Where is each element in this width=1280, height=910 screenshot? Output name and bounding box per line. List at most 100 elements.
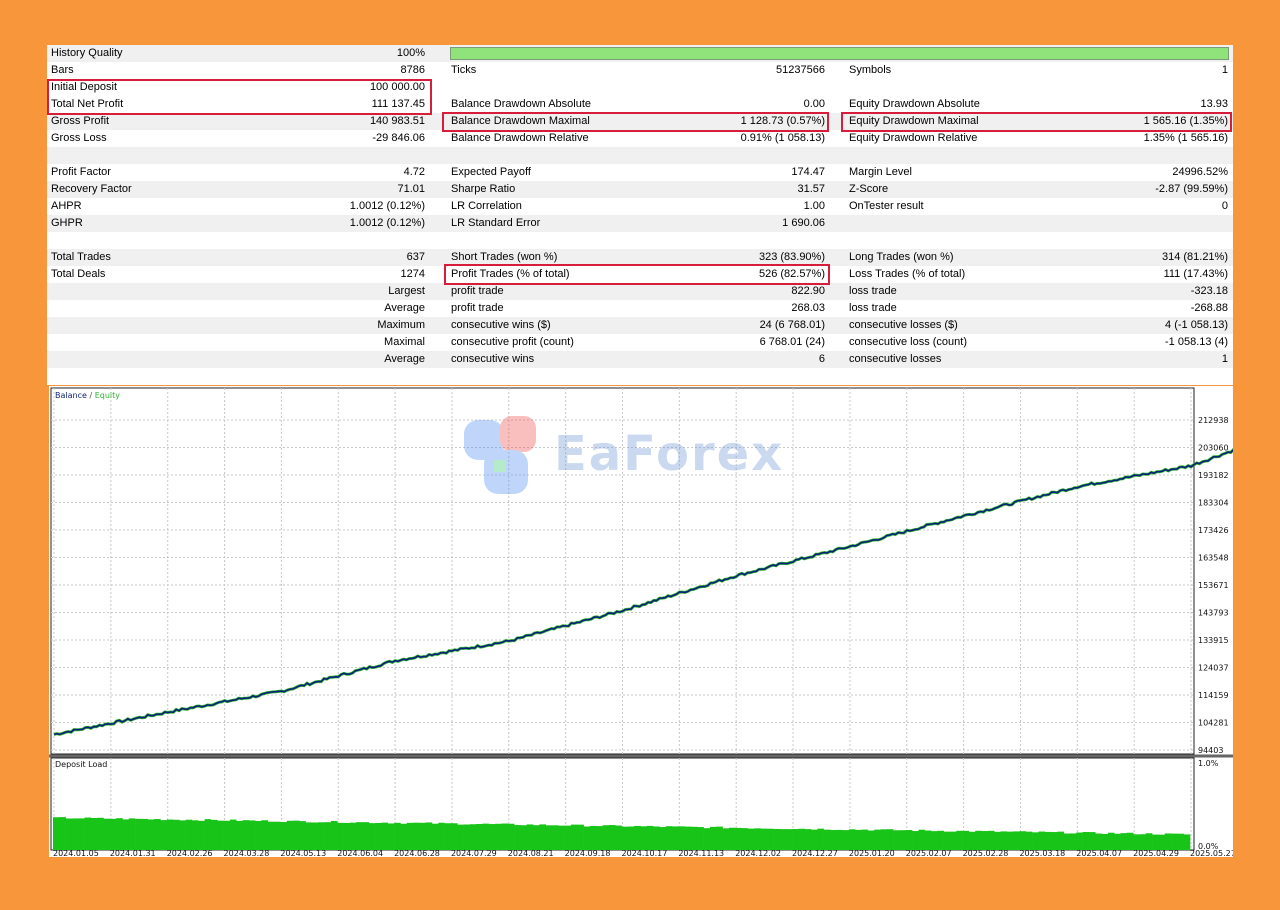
deposit-load-bar xyxy=(949,831,957,850)
chart-svg: 94403 104281 114159 124037 133915 143793 15367… xyxy=(49,387,1233,857)
deposit-load-bar xyxy=(867,830,875,850)
cell-value: 100 000.00 xyxy=(369,81,425,93)
cell-value: 323 (83.90%) xyxy=(758,251,825,263)
deposit-load-bar xyxy=(255,820,262,850)
cell-label: Ticks xyxy=(451,64,477,76)
deposit-load-bar xyxy=(204,819,212,850)
deposit-load-bar xyxy=(646,825,654,850)
x-tick-label: 2024.09.18 xyxy=(565,849,611,857)
y-tick-label: 124037 xyxy=(1198,663,1229,672)
cell-label: Balance Drawdown Maximal xyxy=(451,115,590,127)
y-tick-label: 143793 xyxy=(1198,608,1229,617)
deposit-load-bar xyxy=(514,825,521,850)
deposit-load-bar xyxy=(690,826,698,850)
deposit-load-bar xyxy=(1063,833,1071,850)
row-netprofit: Total Net Profit 111 137.45 Balance Drawdo… xyxy=(47,96,1233,113)
deposit-load-bar xyxy=(501,823,509,850)
cell-label: Equity Drawdown Maximal xyxy=(849,115,979,127)
row-largest: Largest profit trade 822.90 loss trade -323.… xyxy=(47,283,1233,300)
deposit-load-bar xyxy=(1051,832,1058,850)
balance-line xyxy=(53,448,1233,736)
cell-label: Loss Trades (% of total) xyxy=(849,268,966,280)
deposit-load-bar xyxy=(147,819,155,850)
y-tick-label: 114159 xyxy=(1198,691,1229,700)
deposit-load-bar xyxy=(109,818,117,850)
cell-value: 1 xyxy=(1221,64,1228,76)
cell-label: loss trade xyxy=(849,302,897,314)
deposit-load-bar xyxy=(217,820,224,850)
cell-value: 6 768.01 (24) xyxy=(759,336,825,348)
deposit-load-bar xyxy=(640,826,648,850)
deposit-load-bar xyxy=(773,828,780,850)
deposit-load-bar xyxy=(564,825,572,850)
deposit-load-bar xyxy=(861,829,869,850)
deposit-load-bar xyxy=(589,826,597,850)
deposit-load-bar xyxy=(122,819,130,850)
cell-label: Long Trades (won %) xyxy=(849,251,954,263)
deposit-load-bar xyxy=(659,827,667,850)
x-tick-label: 2025.01.20 xyxy=(849,849,895,857)
deposit-load-bar xyxy=(1152,834,1159,850)
deposit-load-bar xyxy=(261,820,269,850)
cell-value: -1 058.13 (4) xyxy=(1165,336,1228,348)
eaforex-watermark: EaForex xyxy=(460,410,840,500)
cell-label: Gross Loss xyxy=(51,132,107,144)
deposit-load-bar xyxy=(899,830,907,850)
deposit-load-bar xyxy=(608,825,616,850)
deposit-load-bar xyxy=(678,826,685,850)
deposit-load-bar xyxy=(324,822,332,850)
deposit-load-bar xyxy=(728,827,736,850)
deposit-load-bar xyxy=(330,820,338,850)
deposit-load-bar xyxy=(432,823,439,850)
deposit-load-bar xyxy=(438,822,445,850)
cell-label: Profit Factor xyxy=(51,166,111,178)
row-bars: Bars 8786 Ticks 51237566 Symbols 1 xyxy=(47,62,1233,79)
deposit-load-bar xyxy=(267,821,275,850)
cell-value: 24 (6 768.01) xyxy=(759,319,825,331)
deposit-load-bar xyxy=(918,829,925,850)
y-tick-label: 212938 xyxy=(1198,416,1229,425)
row-ahpr: AHPR 1.0012 (0.12%) LR Correlation 1.00 OnTe… xyxy=(47,198,1233,215)
x-tick-label: 2024.11.13 xyxy=(678,849,724,857)
y-tick-label: 173426 xyxy=(1198,526,1229,535)
cell-label: consecutive profit (count) xyxy=(451,336,574,348)
cell-value: -268.88 xyxy=(1190,302,1228,314)
deposit-load-bar xyxy=(621,826,629,850)
cell-label: Short Trades (won %) xyxy=(451,251,558,263)
cell-label: Balance Drawdown Relative xyxy=(451,132,589,144)
x-tick-label: 2024.12.02 xyxy=(735,849,781,857)
deposit-load-bar xyxy=(185,819,193,850)
cell-value: 268.03 xyxy=(791,302,825,314)
x-tick-label: 2024.07.29 xyxy=(451,849,497,857)
cell-value: 1 128.73 (0.57%) xyxy=(740,115,825,127)
deposit-load-bar xyxy=(811,829,818,850)
deposit-load-bar xyxy=(198,820,205,850)
row-deals: Total Deals 1274 Profit Trades (% of total… xyxy=(47,266,1233,283)
deposit-load-bar xyxy=(311,822,319,850)
cell-value: 8786 xyxy=(400,64,425,76)
deposit-load-bar xyxy=(735,827,742,850)
row-deposit: Initial Deposit 100 000.00 xyxy=(47,79,1233,96)
deposit-load-bar xyxy=(1171,833,1178,850)
deposit-load-bar xyxy=(1013,831,1020,850)
row-spacer xyxy=(47,147,1233,164)
y-tick-label: 193182 xyxy=(1198,471,1229,480)
deposit-load-bar xyxy=(71,818,79,850)
deposit-load-bar xyxy=(1038,831,1046,850)
y-tick-label: 183304 xyxy=(1198,499,1229,508)
deposit-load-bar xyxy=(84,817,92,850)
cell-value: 140 983.51 xyxy=(369,115,425,127)
row-history-quality: History Quality 100% xyxy=(47,45,1233,62)
deposit-load-bar xyxy=(1145,833,1153,850)
cell-label: GHPR xyxy=(51,217,83,229)
deposit-load-bar xyxy=(880,829,888,850)
deposit-load-bar xyxy=(741,828,749,850)
deposit-load-bar xyxy=(912,831,919,850)
cell-label: Total Deals xyxy=(51,268,106,280)
cell-label: consecutive wins xyxy=(451,353,535,365)
deposit-load-bar xyxy=(722,828,730,850)
deposit-load-bar xyxy=(78,818,85,850)
cell-label: Average xyxy=(384,353,425,365)
eaforex-logo-icon xyxy=(464,416,536,494)
deposit-load-bar xyxy=(766,828,774,850)
